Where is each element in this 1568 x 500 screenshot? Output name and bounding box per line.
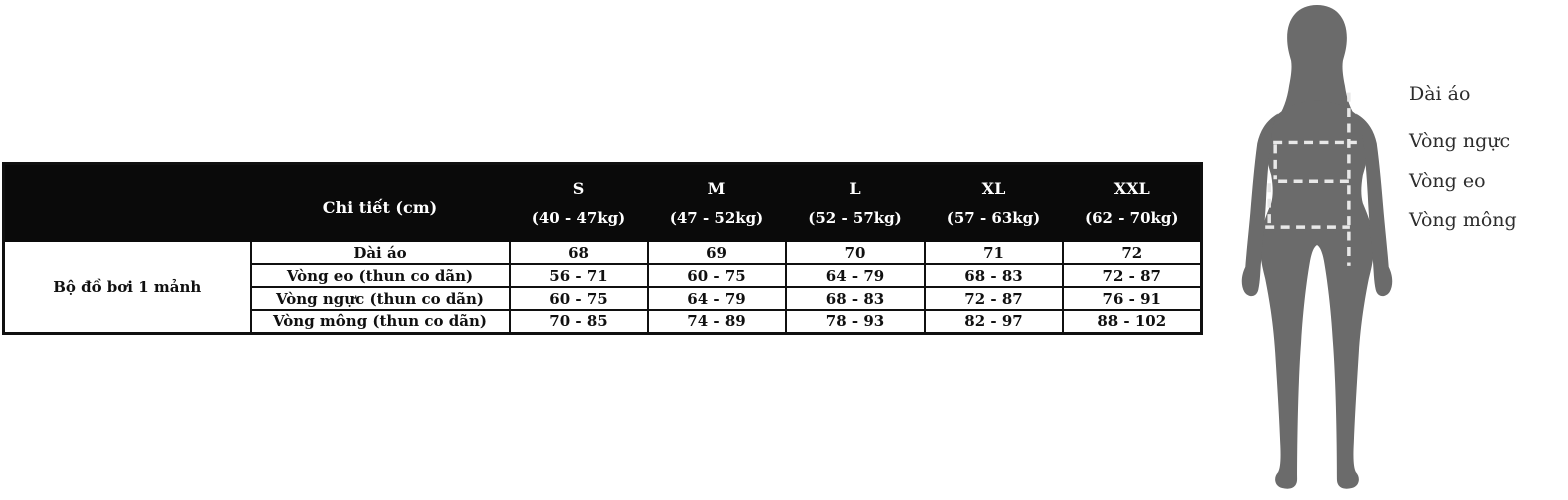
figure-label-vong-eo: Vòng eo <box>1409 170 1486 192</box>
header-size-cell-m: M (47 - 52kg) <box>646 162 787 242</box>
value-cell: 72 - 87 <box>1061 263 1203 288</box>
figure-label-dai-ao: Dài áo <box>1409 83 1471 105</box>
header-size-cell-xl: XL (57 - 63kg) <box>923 162 1064 242</box>
size-label: M <box>707 178 726 198</box>
value-cell: 72 <box>1061 240 1203 265</box>
header-size-cell-s: S (40 - 47kg) <box>508 162 649 242</box>
size-chart-table: Chi tiết (cm) S (40 - 47kg) M (47 - 52kg… <box>2 162 1203 335</box>
measurement-lines <box>1265 92 1357 266</box>
value-cell: 60 - 75 <box>646 263 787 288</box>
metric-label: Vòng eo (thun co dãn) <box>249 263 511 288</box>
product-cell: Bộ đồ bơi 1 mảnh <box>2 240 252 334</box>
header-size-cell-l: L (52 - 57kg) <box>784 162 926 242</box>
value-cell: 88 - 102 <box>1061 309 1203 334</box>
detail-header-label: Chi tiết (cm) <box>322 198 438 217</box>
table-row-vong-eo: Vòng eo (thun co dãn) 56 - 71 60 - 75 64… <box>4 263 1203 288</box>
value-cell: 64 - 79 <box>784 263 926 288</box>
figure-label-vong-mong: Vòng mông <box>1409 209 1517 231</box>
value-cell: 70 - 85 <box>508 309 649 334</box>
header-empty-cell <box>2 162 252 242</box>
silhouette-shape <box>1241 4 1393 489</box>
table-row-vong-mong: Vòng mông (thun co dãn) 70 - 85 74 - 89 … <box>4 309 1203 334</box>
header-size-cell-xxl: XXL (62 - 70kg) <box>1061 162 1203 242</box>
header-detail-cell: Chi tiết (cm) <box>249 162 511 242</box>
value-cell: 71 <box>923 240 1064 265</box>
size-weight-range: (40 - 47kg) <box>531 208 626 227</box>
value-cell: 82 - 97 <box>923 309 1064 334</box>
value-cell: 56 - 71 <box>508 263 649 288</box>
size-label: XXL <box>1113 178 1150 198</box>
metric-label: Vòng mông (thun co dãn) <box>249 309 511 334</box>
value-cell: 68 - 83 <box>784 286 926 311</box>
size-weight-range: (62 - 70kg) <box>1085 208 1179 227</box>
value-cell: 69 <box>646 240 787 265</box>
size-label: XL <box>981 178 1006 198</box>
metric-label: Dài áo <box>249 240 511 265</box>
size-label: L <box>849 178 861 198</box>
figure-label-vong-nguc: Vòng ngực <box>1409 130 1511 152</box>
value-cell: 72 - 87 <box>923 286 1064 311</box>
value-cell: 64 - 79 <box>646 286 787 311</box>
woman-silhouette <box>1241 4 1393 489</box>
header-row: Chi tiết (cm) S (40 - 47kg) M (47 - 52kg… <box>2 162 1203 242</box>
size-weight-range: (52 - 57kg) <box>808 208 902 227</box>
metric-label: Vòng ngực (thun co dãn) <box>249 286 511 311</box>
size-label: S <box>572 178 585 198</box>
value-cell: 74 - 89 <box>646 309 787 334</box>
value-cell: 60 - 75 <box>508 286 649 311</box>
value-cell: 78 - 93 <box>784 309 926 334</box>
value-cell: 68 <box>508 240 649 265</box>
value-cell: 68 - 83 <box>923 263 1064 288</box>
table-row-dai-ao: Bộ đồ bơi 1 mảnh Dài áo 68 69 70 71 72 <box>2 240 1203 334</box>
size-weight-range: (57 - 63kg) <box>946 208 1041 227</box>
value-cell: 76 - 91 <box>1061 286 1203 311</box>
table-row-vong-nguc: Vòng ngực (thun co dãn) 60 - 75 64 - 79 … <box>4 286 1203 311</box>
value-cell: 70 <box>784 240 926 265</box>
size-weight-range: (47 - 52kg) <box>669 208 764 227</box>
